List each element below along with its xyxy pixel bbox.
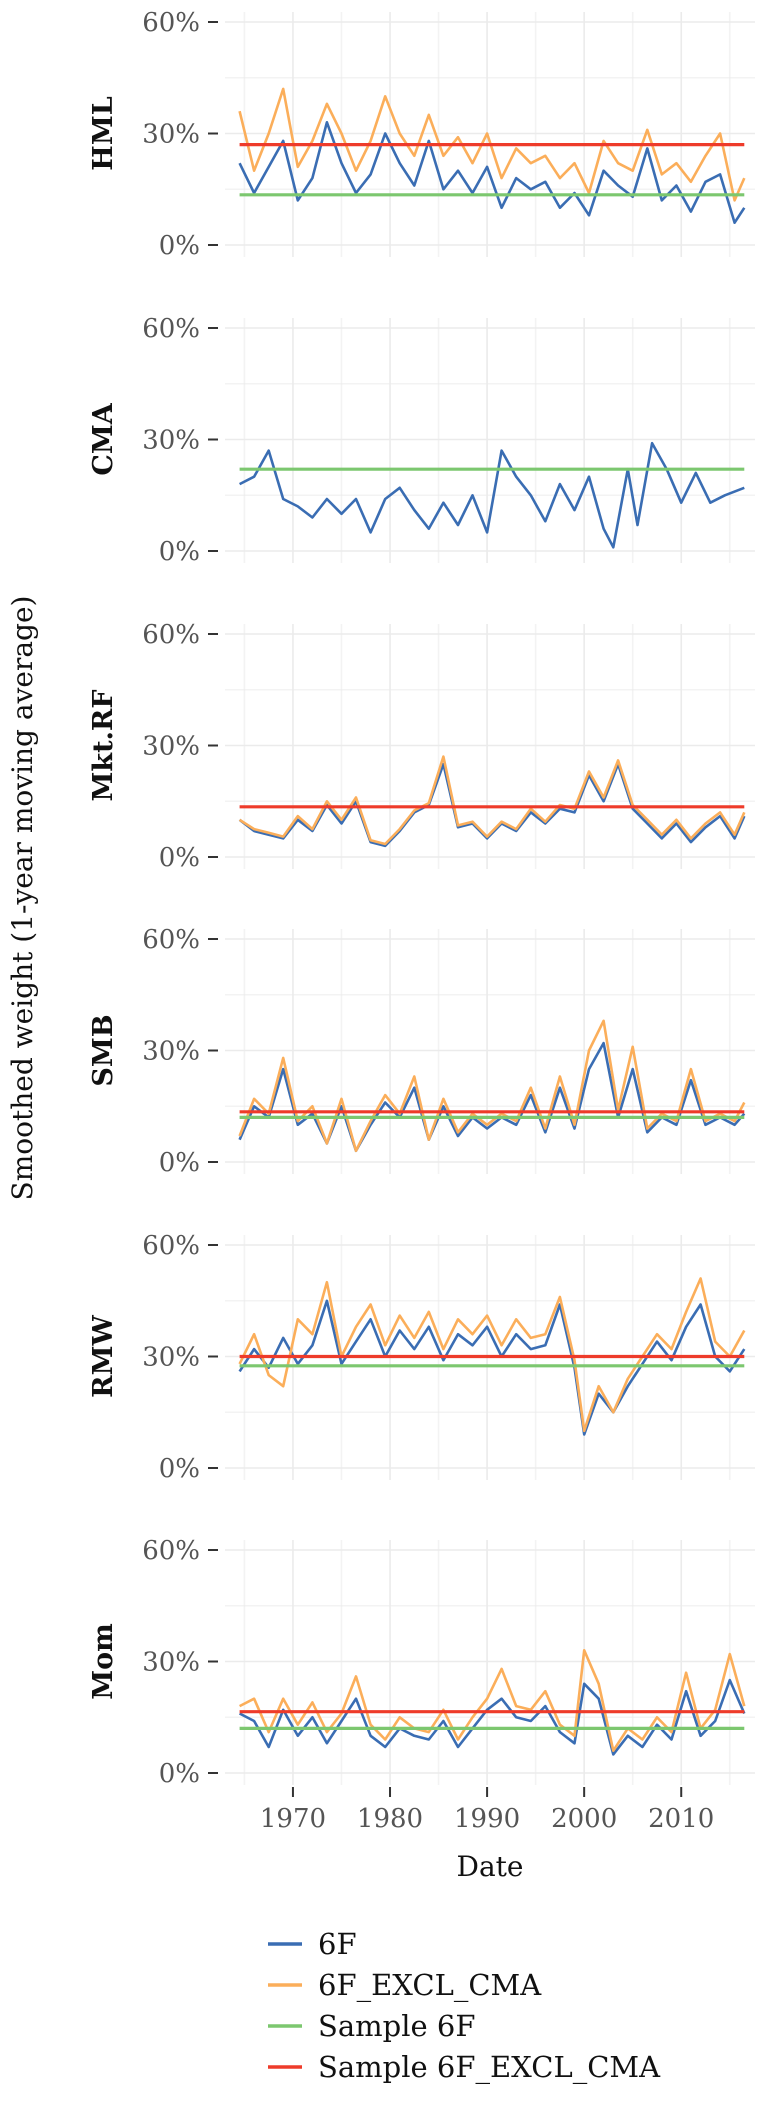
y-tick-label: 30% <box>142 1343 200 1373</box>
legend-item: 6F <box>268 1927 357 1961</box>
panels-layer: 0% 30% 60% HML 0% 30% 60% CMA 0% 30% 60% Mkt.RF 0% 30… <box>88 8 755 1834</box>
y-axis-title: Smoothed weight (1-year moving average) <box>6 596 39 1201</box>
y-tick-label: 60% <box>142 1231 200 1261</box>
panel-title: CMA <box>88 402 119 475</box>
panel-mom: 0% 30% 60% Mom <box>88 1536 755 1789</box>
x-tick-label: 1990 <box>454 1804 520 1834</box>
series-line-6f-excl-cma <box>238 1277 746 1433</box>
panel-cma: 0% 30% 60% CMA <box>88 314 755 567</box>
legend-label: Sample 6F_EXCL_CMA <box>318 2050 661 2085</box>
grid <box>225 318 755 563</box>
panel-mkt-rf: 0% 30% 60% Mkt.RF <box>88 620 755 873</box>
y-tick-label: 0% <box>159 1759 200 1789</box>
series-line-6f <box>238 121 746 224</box>
y-tick-label: 0% <box>159 231 200 261</box>
panel-title: RMW <box>88 1315 119 1398</box>
y-tick-label: 60% <box>142 314 200 344</box>
x-axis: 1970 1980 1990 2000 2010 <box>260 1787 714 1834</box>
y-tick-label: 0% <box>159 1454 200 1484</box>
panel-title: Mkt.RF <box>88 689 119 801</box>
panel-title: HML <box>88 96 119 170</box>
y-tick-label: 60% <box>142 620 200 650</box>
legend-label: 6F_EXCL_CMA <box>318 1968 542 2003</box>
y-tick-label: 30% <box>142 732 200 762</box>
panel-title: SMB <box>88 1014 119 1086</box>
x-axis-title: Date <box>457 1850 524 1883</box>
y-tick-label: 60% <box>142 925 200 955</box>
series-line-6f-excl-cma <box>238 1019 746 1153</box>
panel-title: Mom <box>88 1623 119 1699</box>
legend-item: 6F_EXCL_CMA <box>268 1968 542 2003</box>
legend-item: Sample 6F <box>268 2009 475 2043</box>
y-tick-label: 0% <box>159 537 200 567</box>
x-tick-label: 1980 <box>357 1804 423 1834</box>
x-tick-label: 1970 <box>260 1804 326 1834</box>
series-line-6f-excl-cma <box>238 87 746 202</box>
y-tick-label: 0% <box>159 843 200 873</box>
y-tick-label: 60% <box>142 8 200 38</box>
y-tick-label: 0% <box>159 1148 200 1178</box>
panel-smb: 0% 30% 60% SMB <box>88 925 755 1178</box>
y-tick-label: 30% <box>142 1037 200 1067</box>
series-line-6f <box>238 1041 746 1153</box>
legend-item: Sample 6F_EXCL_CMA <box>268 2050 661 2085</box>
y-tick-label: 30% <box>142 426 200 456</box>
grid <box>225 1540 755 1785</box>
grid <box>225 624 755 869</box>
y-tick-label: 30% <box>142 120 200 150</box>
series-line-6f <box>239 441 745 549</box>
panel-rmw: 0% 30% 60% RMW <box>88 1231 755 1484</box>
legend: 6F 6F_EXCL_CMA Sample 6F Sample 6F_EXCL_CMA <box>268 1927 661 2085</box>
grid <box>225 12 755 257</box>
panel-hml: 0% 30% 60% HML <box>88 8 755 261</box>
series-line-6f <box>238 1299 746 1436</box>
grid <box>225 929 755 1174</box>
legend-label: 6F <box>318 1927 357 1961</box>
series-line-6f <box>238 762 746 848</box>
x-tick-label: 2010 <box>648 1804 714 1834</box>
x-tick-label: 2000 <box>551 1804 617 1834</box>
legend-label: Sample 6F <box>318 2009 475 2043</box>
y-tick-label: 60% <box>142 1536 200 1566</box>
y-tick-label: 30% <box>142 1648 200 1678</box>
